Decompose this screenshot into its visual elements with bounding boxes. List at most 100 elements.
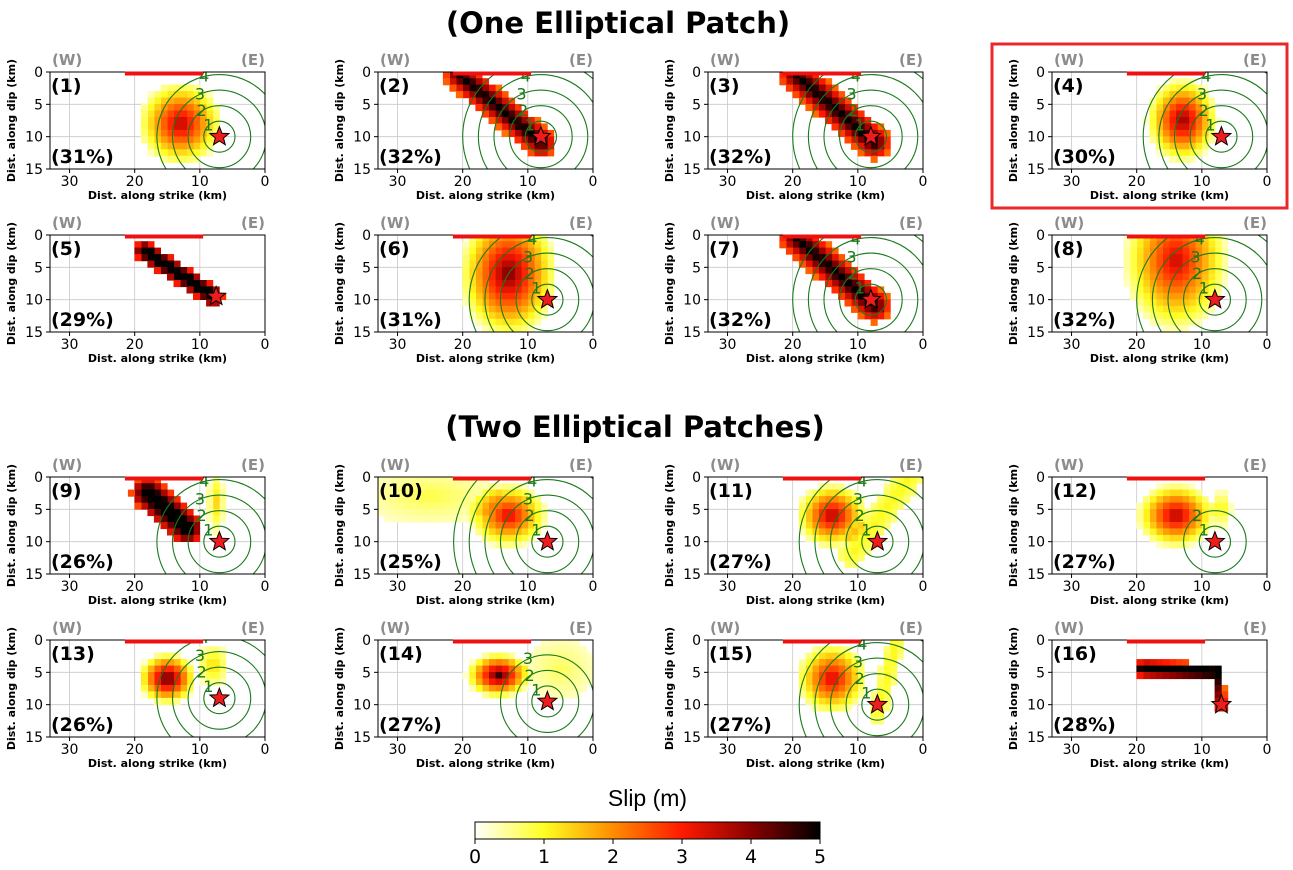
contour-line: [845, 673, 910, 737]
x-axis-label: Dist. along strike (km): [1090, 594, 1229, 607]
slip-cell: [212, 509, 220, 517]
slip-cell: [449, 509, 457, 517]
slip-cell: [883, 515, 891, 523]
slip-cell: [560, 672, 568, 680]
slip-cell: [798, 691, 806, 699]
slip-cell: [160, 142, 168, 150]
y-tick-label: 0: [34, 470, 43, 486]
slip-cell: [547, 267, 555, 275]
slip-cell: [844, 678, 852, 686]
slip-cell: [514, 110, 522, 118]
slip-cell: [1149, 117, 1157, 125]
slip-cell: [579, 672, 587, 680]
contour-line: [1205, 120, 1238, 153]
slip-cell: [167, 267, 175, 275]
slip-cell: [140, 241, 148, 249]
slip-cell: [851, 110, 859, 118]
slip-cell: [909, 489, 917, 497]
slip-cell: [553, 678, 561, 686]
slip-cell: [1221, 691, 1229, 699]
slip-cell: [838, 254, 846, 262]
slip-cell: [1155, 84, 1163, 92]
slip-cell: [160, 652, 168, 660]
slip-cell: [193, 97, 201, 105]
slip-cell: [1155, 665, 1163, 673]
slip-cell: [521, 483, 529, 491]
slip-cell: [508, 260, 516, 268]
slip-cell: [186, 280, 194, 288]
slip-cell: [1142, 280, 1150, 288]
slip-cell: [468, 522, 476, 530]
slip-cell: [811, 502, 819, 510]
x-tick-label: 20: [126, 579, 144, 595]
slip-cell: [851, 104, 859, 112]
slip-cell: [877, 522, 885, 530]
slip-cell: [1169, 286, 1177, 294]
slip-cell: [495, 522, 503, 530]
slip-cell: [534, 318, 542, 326]
slip-cell: [870, 509, 878, 517]
slip-cell: [857, 273, 865, 281]
slip-cell: [857, 286, 865, 294]
slip-cell: [521, 110, 529, 118]
slip-cell: [212, 104, 220, 112]
slip-cell: [1155, 522, 1163, 530]
y-tick-label: 10: [353, 698, 371, 714]
east-label: (E): [899, 214, 923, 232]
slip-cell: [798, 84, 806, 92]
slip-cell: [534, 299, 542, 307]
slip-cell: [219, 678, 227, 686]
y-tick-label: 0: [692, 65, 701, 81]
slip-cell: [481, 325, 489, 332]
slip-cell: [1162, 84, 1170, 92]
slip-cell: [560, 685, 568, 693]
contour-label: 3: [846, 247, 856, 266]
slip-cell: [818, 489, 826, 497]
slip-cell: [173, 528, 181, 536]
slip-cell: [540, 678, 548, 686]
slip-cell: [410, 515, 418, 523]
slip-cell: [521, 305, 529, 313]
slip-cell: [1221, 502, 1229, 510]
slip-cell: [1129, 280, 1137, 288]
slip-cell: [1136, 280, 1144, 288]
contour-line: [187, 510, 252, 574]
slip-cell: [462, 489, 470, 497]
slip-cell: [1149, 515, 1157, 523]
slip-cell: [495, 652, 503, 660]
slip-cell: [844, 489, 852, 497]
slip-cell: [870, 502, 878, 510]
slip-cell: [501, 286, 509, 294]
contour-line: [453, 477, 481, 574]
slip-cell: [514, 299, 522, 307]
slip-cell: [857, 142, 865, 150]
slip-cell: [825, 260, 833, 268]
panel-percent: (32%): [709, 309, 772, 331]
slip-cell: [495, 241, 503, 249]
slip-cell: [1155, 97, 1163, 105]
slip-cell: [514, 123, 522, 131]
slip-cell: [416, 477, 424, 484]
slip-cell: [798, 241, 806, 249]
slip-cell: [831, 110, 839, 118]
y-axis-label: Dist. along dip (km): [333, 222, 346, 345]
y-tick-label: 10: [683, 130, 701, 146]
slip-cell: [1169, 502, 1177, 510]
slip-cell: [1201, 104, 1209, 112]
slip-cell: [825, 254, 833, 262]
slip-cell: [147, 247, 155, 255]
slip-cell: [811, 515, 819, 523]
slip-cell: [134, 489, 142, 497]
slip-cell: [864, 117, 872, 125]
slip-cell: [1142, 659, 1150, 667]
slip-cell: [1155, 528, 1163, 536]
slip-cell: [1162, 241, 1170, 249]
panel-percent: (27%): [709, 551, 772, 573]
slip-cell: [1136, 509, 1144, 517]
slip-cell: [890, 652, 898, 660]
slip-cell: [488, 280, 496, 288]
slip-cell: [857, 547, 865, 555]
slip-cell: [475, 267, 483, 275]
slip-cell: [1129, 292, 1137, 300]
